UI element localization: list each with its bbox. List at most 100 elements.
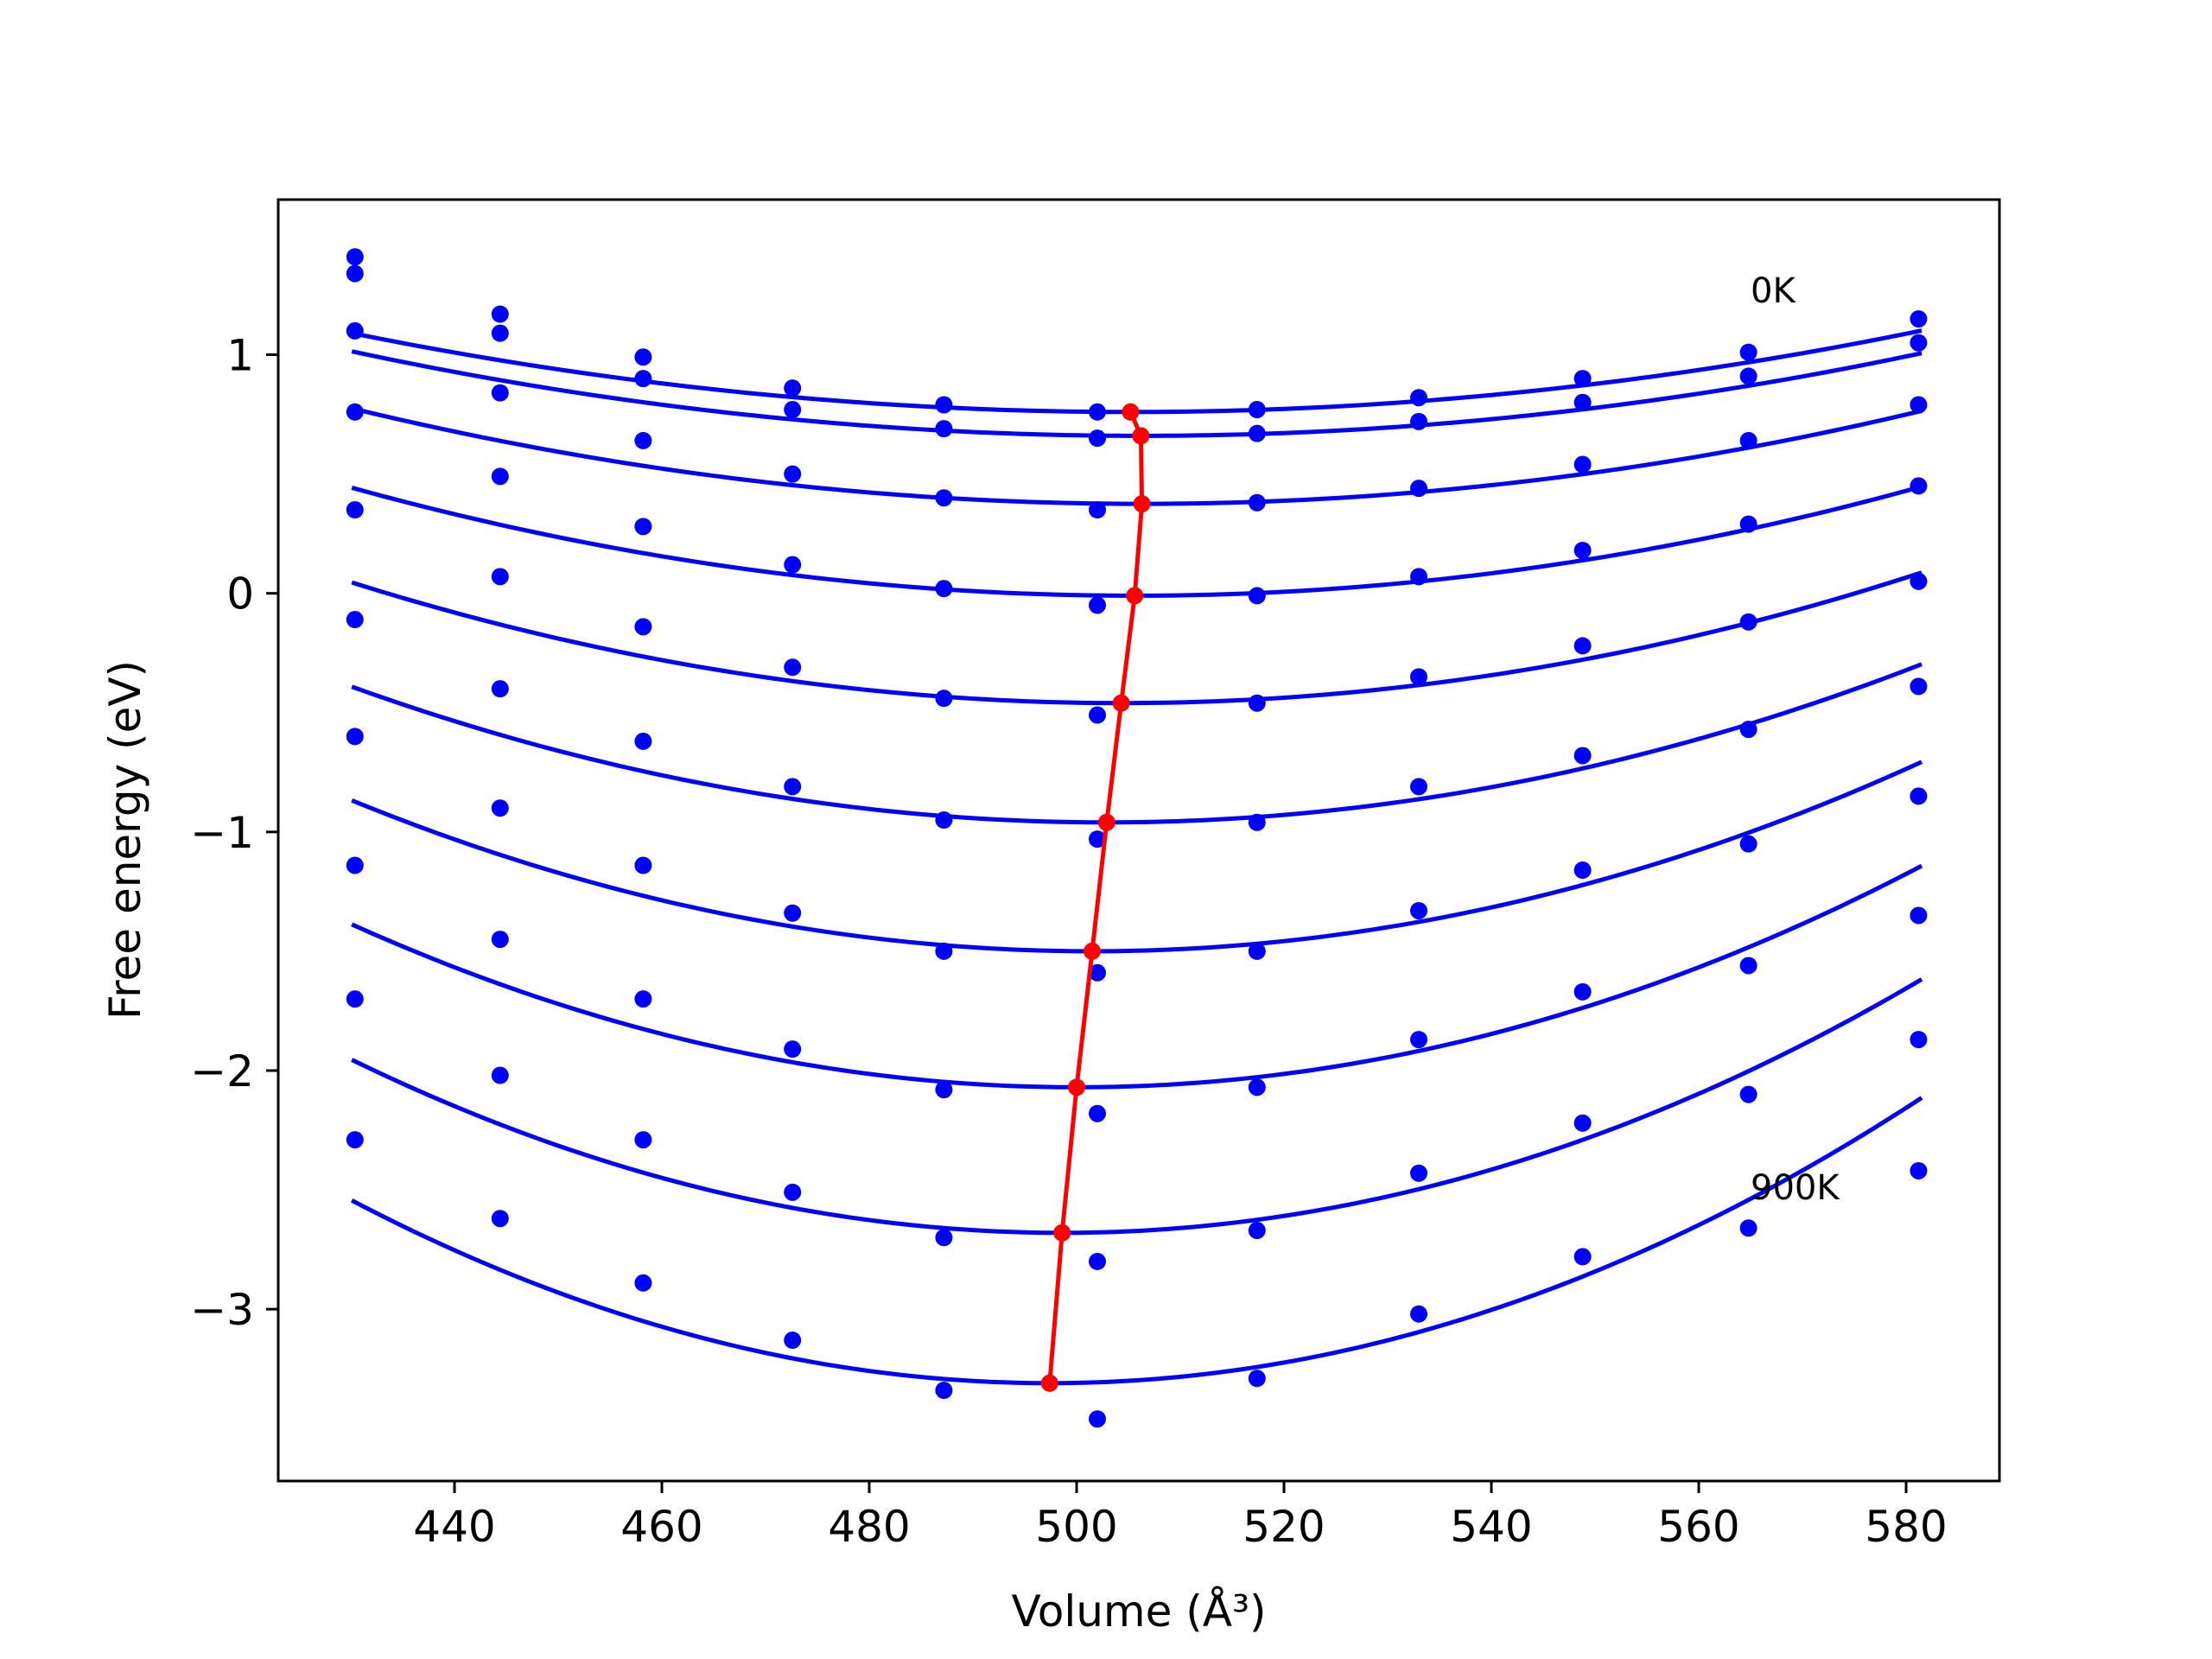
data-point	[935, 1229, 953, 1247]
y-axis-label: Free energy (eV)	[100, 660, 150, 1020]
data-point	[346, 321, 364, 340]
annotations: 0K 900K	[1751, 271, 1840, 1208]
data-point	[1910, 396, 1928, 414]
minimum-point	[1097, 813, 1116, 831]
data-point	[1910, 1031, 1928, 1049]
data-point	[1739, 835, 1758, 853]
minimum-point	[1068, 1078, 1085, 1096]
temperature-annotation: 900K	[1751, 1168, 1840, 1208]
data-point	[1910, 1161, 1928, 1179]
data-point	[935, 420, 953, 438]
data-point	[1410, 568, 1427, 586]
data-point	[1089, 429, 1106, 448]
data-point	[935, 580, 953, 598]
data-point	[346, 403, 364, 421]
minimum-point	[1040, 1374, 1058, 1392]
data-point	[491, 1066, 509, 1084]
data-point	[784, 1040, 802, 1058]
data-point	[1739, 343, 1758, 361]
data-point	[491, 568, 509, 586]
data-point	[1573, 982, 1592, 1001]
data-point	[1248, 694, 1266, 712]
data-point	[346, 728, 364, 746]
x-axis-label: Volume (Å³)	[1011, 1586, 1266, 1637]
data-point	[1573, 1248, 1592, 1266]
data-point	[491, 931, 509, 949]
data-point	[1089, 501, 1106, 519]
data-point	[784, 658, 802, 677]
data-point	[634, 618, 652, 636]
data-point	[634, 856, 652, 874]
data-point	[935, 690, 953, 708]
x-tick-label: 540	[1450, 1502, 1532, 1552]
data-point	[1739, 721, 1758, 739]
data-point	[1910, 477, 1928, 495]
data-point	[784, 904, 802, 922]
data-point	[935, 1382, 953, 1400]
fit-curve-9	[351, 977, 1923, 1236]
data-point	[1573, 541, 1592, 559]
data-point	[1410, 1164, 1427, 1182]
data-point	[1739, 367, 1758, 385]
data-point	[1248, 493, 1266, 512]
data-point	[1089, 403, 1106, 421]
data-point	[346, 264, 364, 283]
data-point	[346, 248, 364, 266]
data-point	[1573, 637, 1592, 655]
data-point	[1089, 963, 1106, 982]
data-point	[1248, 942, 1266, 960]
minimum-point	[1132, 427, 1150, 445]
data-point	[1910, 334, 1928, 352]
x-tick-label: 560	[1657, 1502, 1739, 1552]
data-point	[1410, 901, 1427, 919]
minimum-point	[1053, 1224, 1071, 1242]
data-point	[1910, 677, 1928, 696]
data-point	[1089, 1252, 1106, 1270]
data-point	[935, 489, 953, 507]
data-point	[491, 1210, 509, 1228]
plot-frame	[276, 198, 2001, 1483]
data-point	[1089, 1410, 1106, 1428]
data-point	[1910, 787, 1928, 805]
data-point	[634, 1274, 652, 1292]
data-point	[634, 518, 652, 536]
data-point	[784, 1332, 802, 1350]
minimum-point	[1084, 942, 1101, 960]
y-tick-label: −2	[190, 1046, 254, 1096]
data-point	[634, 732, 652, 750]
x-tick-label: 460	[620, 1502, 702, 1552]
axes: 440 460 480 500 520 540 560 580 −3 −2 −1 0 1	[190, 331, 1947, 1552]
data-point	[1573, 861, 1592, 880]
minimum-energy-line	[1047, 410, 1145, 1383]
data-point	[1410, 778, 1427, 796]
data-point	[1248, 587, 1266, 605]
data-point	[491, 305, 509, 323]
data-point	[1248, 813, 1266, 831]
data-point	[1089, 1104, 1106, 1122]
data-point	[1739, 431, 1758, 449]
data-point	[491, 467, 509, 486]
data-point	[634, 431, 652, 449]
data-point	[491, 680, 509, 698]
data-point	[346, 856, 364, 874]
y-tick-label: −3	[190, 1285, 254, 1335]
x-tick-label: 440	[413, 1502, 495, 1552]
data-point	[1573, 747, 1592, 765]
data-point	[1573, 393, 1592, 411]
data-point	[1739, 613, 1758, 631]
data-point	[1410, 412, 1427, 430]
data-point	[634, 1131, 652, 1149]
data-point	[784, 465, 802, 483]
y-tick-label: −1	[190, 808, 254, 858]
minimum-point	[1122, 403, 1140, 421]
data-point	[1739, 515, 1758, 533]
fit-curve-7	[351, 760, 1923, 954]
data-point	[1248, 1078, 1266, 1096]
x-tick-label: 480	[828, 1502, 910, 1552]
data-point	[1248, 424, 1266, 442]
data-point	[346, 1131, 364, 1149]
data-point	[1739, 1219, 1758, 1237]
data-point	[346, 501, 364, 519]
data-point	[634, 348, 652, 366]
minimum-point	[1126, 587, 1144, 605]
